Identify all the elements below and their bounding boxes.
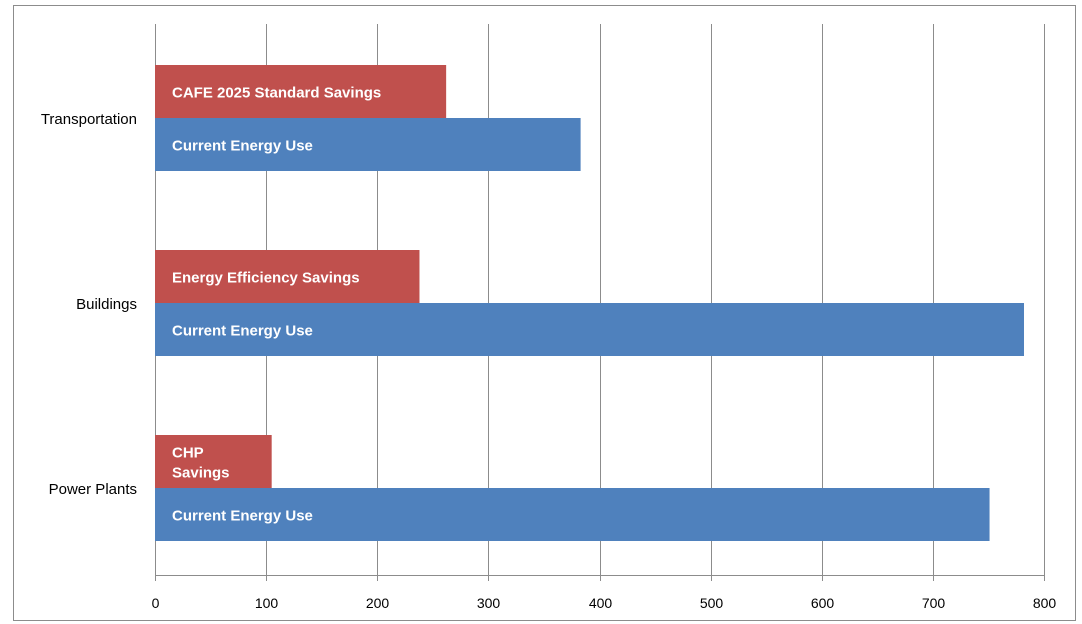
- x-tick-label: 0: [152, 595, 160, 611]
- category-label: Buildings: [76, 296, 137, 313]
- bar-data-label: Current Energy Use: [172, 508, 313, 525]
- bar-data-label: CAFE 2025 Standard Savings: [172, 85, 381, 102]
- current-energy-bar: [155, 488, 990, 541]
- bar-data-label: Current Energy Use: [172, 323, 313, 340]
- x-tick-label: 800: [1033, 595, 1057, 611]
- x-tick-label: 600: [811, 595, 835, 611]
- savings-bar: [155, 435, 272, 488]
- x-tick-label: 700: [922, 595, 946, 611]
- savings-bar: [155, 65, 447, 118]
- savings-bar: [155, 250, 420, 303]
- x-tick-label: 500: [700, 595, 724, 611]
- x-tick-label: 200: [366, 595, 390, 611]
- bar-data-label: CHP Savings: [172, 445, 230, 482]
- category-labels: Transportation Buildings Power Plants: [41, 111, 137, 498]
- x-tick-label: 400: [589, 595, 613, 611]
- category-label: Power Plants: [49, 481, 137, 498]
- x-tick-label: 100: [255, 595, 279, 611]
- x-tick-label: 300: [477, 595, 501, 611]
- category-label: Transportation: [41, 111, 137, 128]
- current-energy-bar: [155, 118, 581, 171]
- current-energy-bar: [155, 303, 1024, 356]
- bars: CAFE 2025 Standard Savings Current Energy…: [155, 65, 1024, 541]
- x-axis: 0 100 200 300 400 500 600 700 800: [152, 575, 1057, 611]
- bar-data-label: Energy Efficiency Savings: [172, 270, 360, 287]
- bar-data-label: Current Energy Use: [172, 138, 313, 155]
